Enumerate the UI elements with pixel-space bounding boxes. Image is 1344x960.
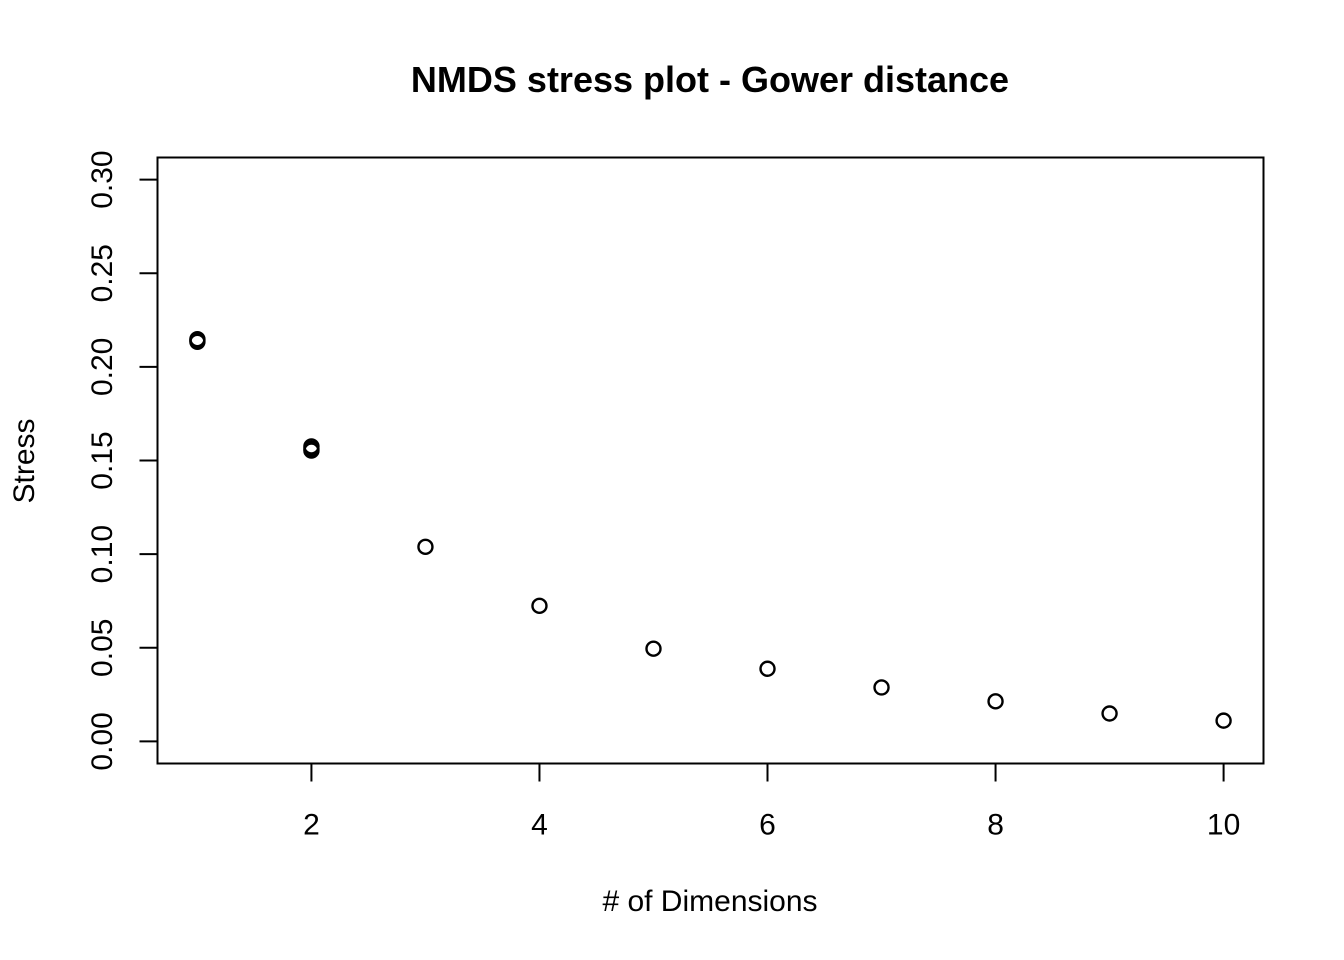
x-tick-label: 8	[987, 809, 1004, 842]
data-point	[761, 662, 775, 676]
data-points	[190, 332, 1230, 727]
y-axis-label: Stress	[8, 418, 41, 503]
plot-frame	[158, 158, 1264, 764]
x-tick-label: 4	[531, 809, 548, 842]
y-tick-label: 0.25	[86, 244, 119, 302]
data-point	[1217, 714, 1231, 728]
x-tick-label: 6	[759, 809, 776, 842]
y-tick-label: 0.05	[86, 619, 119, 677]
y-tick-label: 0.30	[86, 150, 119, 208]
y-tick-label: 0.15	[86, 431, 119, 489]
y-tick-label: 0.00	[86, 712, 119, 770]
y-tick-label: 0.10	[86, 525, 119, 583]
x-tick-label: 2	[303, 809, 320, 842]
y-tick-label: 0.20	[86, 338, 119, 396]
data-point	[989, 694, 1003, 708]
x-axis-label: # of Dimensions	[602, 885, 817, 918]
y-axis: 0.00 0.05 0.10 0.15 0.20 0.25 0.30	[86, 150, 158, 770]
data-point	[532, 599, 546, 613]
chart-title: NMDS stress plot - Gower distance	[411, 59, 1009, 100]
data-point	[646, 642, 660, 656]
data-point	[1103, 706, 1117, 720]
data-point	[875, 680, 889, 694]
x-axis: 2 4 6 8 10	[303, 764, 1240, 842]
data-point	[418, 540, 432, 554]
x-tick-label: 10	[1207, 809, 1240, 842]
